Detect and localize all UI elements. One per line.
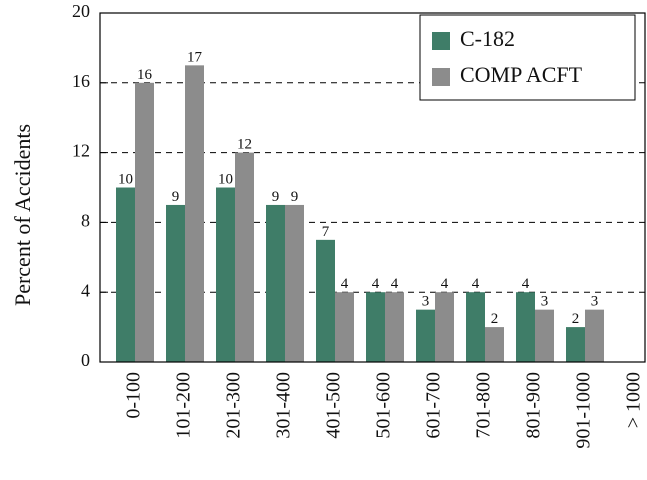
bar	[116, 187, 135, 362]
value-label: 17	[187, 49, 203, 65]
bar	[466, 292, 485, 362]
bar	[535, 309, 554, 362]
bar	[285, 204, 304, 362]
x-tick-label: > 1000	[623, 372, 645, 428]
value-label: 9	[272, 189, 280, 205]
value-label: 7	[322, 224, 330, 240]
y-tick-label: 4	[81, 280, 90, 300]
legend-label: COMP ACFT	[460, 62, 583, 87]
y-tick-label: 8	[81, 211, 90, 231]
bar	[166, 204, 185, 362]
legend-label: C-182	[460, 26, 515, 51]
y-axis-label: Percent of Accidents	[10, 124, 35, 306]
bar	[316, 239, 335, 362]
bar	[435, 292, 454, 362]
x-tick-label: 101-200	[173, 372, 195, 439]
value-label: 2	[572, 311, 580, 327]
bar	[366, 292, 385, 362]
x-tick-label: 401-500	[323, 372, 345, 439]
value-label: 4	[441, 276, 449, 292]
x-tick-label: 701-800	[473, 372, 495, 439]
value-label: 16	[137, 67, 153, 83]
y-tick-label: 12	[72, 141, 90, 161]
bar	[135, 82, 154, 363]
value-label: 10	[118, 172, 133, 188]
legend-box	[419, 14, 636, 101]
x-tick-label: 201-300	[223, 372, 245, 439]
x-tick-label: 901-1000	[573, 372, 595, 449]
x-tick-label: 601-700	[423, 372, 445, 439]
value-label: 2	[491, 311, 499, 327]
x-tick-label: 501-600	[373, 372, 395, 439]
bar	[185, 65, 204, 362]
y-tick-label: 20	[72, 1, 90, 21]
value-label: 4	[472, 276, 480, 292]
bar	[335, 292, 354, 362]
legend: C-182 COMP ACFT	[419, 14, 636, 101]
value-label: 4	[341, 276, 349, 292]
value-label: 9	[291, 189, 299, 205]
value-label: 9	[172, 189, 180, 205]
x-tick-label: 0-100	[123, 372, 145, 419]
value-label: 3	[541, 294, 549, 310]
value-label: 3	[591, 294, 599, 310]
bar	[566, 327, 585, 362]
bar	[385, 292, 404, 362]
value-label: 12	[237, 137, 252, 153]
bar	[235, 152, 254, 362]
legend-swatch	[432, 32, 450, 50]
legend-swatch	[432, 68, 450, 86]
bar	[216, 187, 235, 362]
plot-frame	[99, 12, 646, 363]
value-label: 4	[522, 276, 530, 292]
value-label: 3	[422, 294, 430, 310]
y-tick-label: 16	[72, 71, 90, 91]
x-tick-label: 301-400	[273, 372, 295, 439]
bar	[266, 204, 285, 362]
bar	[485, 327, 504, 362]
bar	[416, 309, 435, 362]
bar	[516, 292, 535, 362]
x-tick-label: 801-900	[523, 372, 545, 439]
y-tick-label: 0	[81, 350, 90, 370]
value-label: 4	[391, 276, 399, 292]
value-label: 4	[372, 276, 380, 292]
value-label: 10	[218, 172, 233, 188]
bar	[585, 309, 604, 362]
